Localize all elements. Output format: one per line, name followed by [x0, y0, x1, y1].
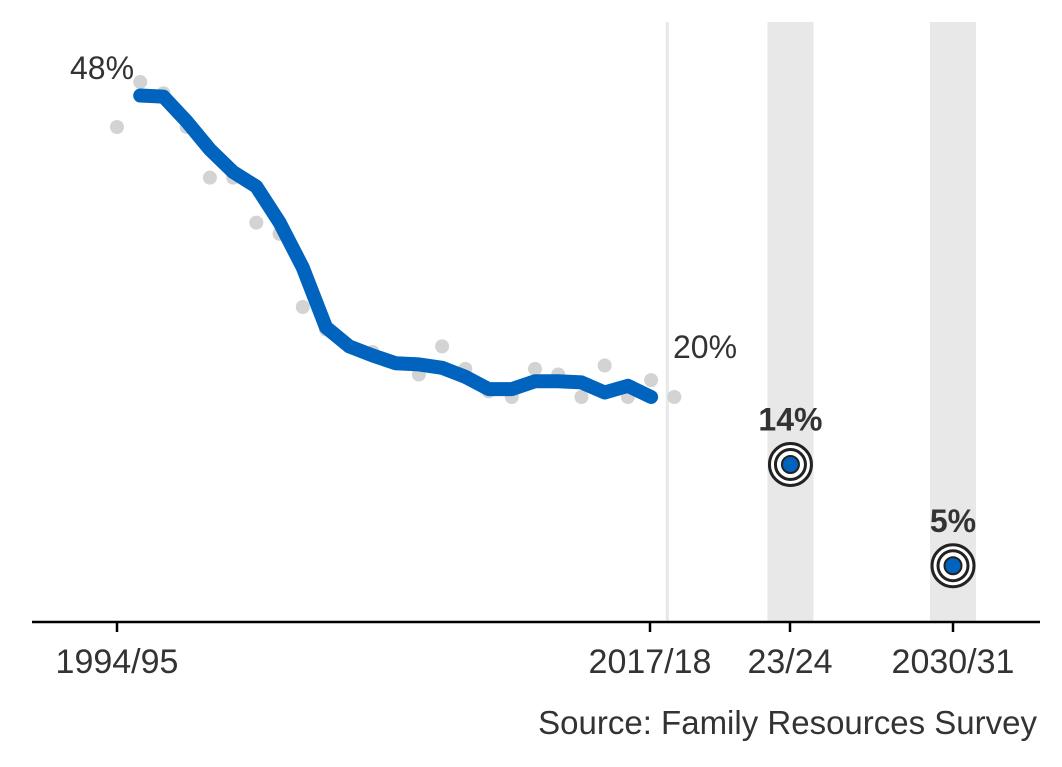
x-axis-ticks	[115, 622, 955, 632]
target-bands	[767, 22, 976, 622]
data-point-2017	[644, 373, 659, 388]
target-dot	[943, 556, 963, 576]
data-point-2002	[295, 300, 310, 314]
target-dot	[780, 455, 800, 474]
x-tick-label-2030: 2030/31	[892, 643, 1015, 681]
data-point-1994	[110, 120, 124, 134]
data-point-2015	[597, 358, 612, 373]
x-tick-label-1994: 1994/95	[56, 643, 179, 681]
data-point-2018	[667, 390, 682, 404]
data-point-1998	[202, 170, 217, 185]
target-marker-2023	[767, 442, 813, 487]
target-markers: 14% 5%	[758, 402, 976, 589]
trend-line	[133, 88, 659, 404]
end-value-label: 20%	[673, 329, 737, 365]
target-value-label-2030: 5%	[930, 503, 976, 539]
data-point-1995	[133, 75, 148, 89]
data-point-2014	[574, 390, 589, 404]
source-note: Source: Family Resources Survey	[538, 704, 1037, 741]
x-tick-label-2023: 23/24	[747, 643, 832, 681]
target-value-label-2023: 14%	[758, 402, 822, 438]
target-band-2023	[767, 22, 814, 622]
data-point-2008	[435, 339, 450, 354]
data-point-2000	[249, 215, 264, 230]
data-point-2012	[528, 361, 542, 376]
target-band-2030	[930, 22, 976, 622]
x-tick-label-2017: 2017/18	[589, 643, 712, 681]
start-value-label: 48%	[70, 50, 134, 86]
target-marker-2030	[930, 543, 976, 589]
